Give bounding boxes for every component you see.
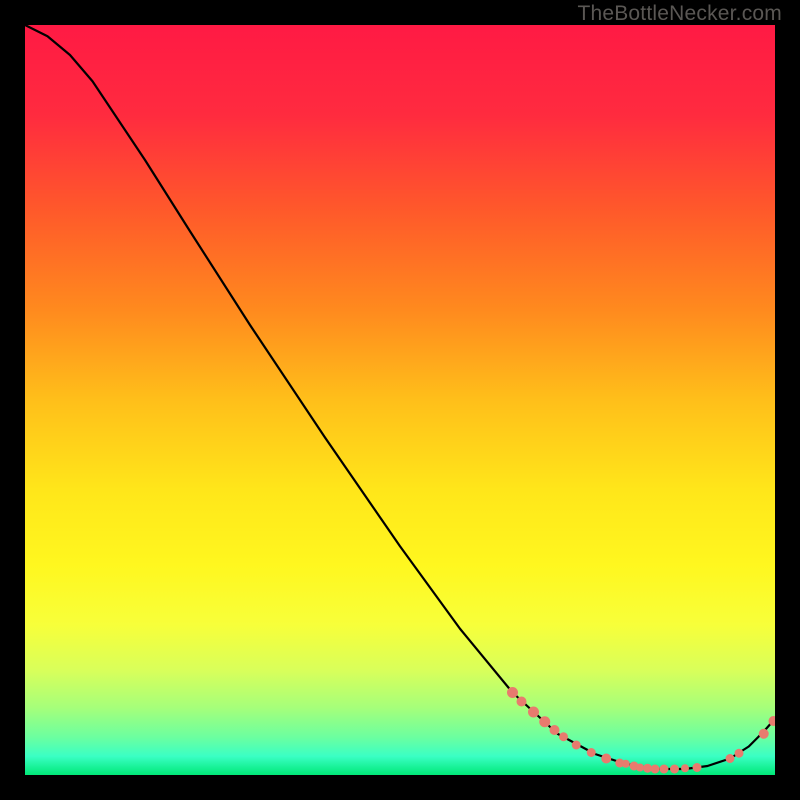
data-marker	[726, 754, 735, 763]
watermark-text: TheBottleNecker.com	[577, 2, 782, 26]
data-marker	[660, 765, 669, 774]
data-marker	[559, 732, 568, 741]
bottleneck-chart	[25, 25, 775, 775]
data-marker	[550, 725, 560, 735]
data-marker	[507, 687, 518, 698]
data-marker	[539, 716, 550, 727]
data-marker	[759, 729, 769, 739]
data-marker	[636, 764, 644, 772]
data-marker	[517, 697, 527, 707]
chart-background	[25, 25, 775, 775]
data-marker	[572, 741, 581, 750]
data-marker	[735, 749, 744, 758]
data-marker	[587, 748, 596, 757]
data-marker	[670, 765, 679, 774]
data-marker	[693, 763, 702, 772]
chart-plot-area	[25, 25, 775, 775]
data-marker	[651, 765, 660, 774]
data-marker	[681, 764, 689, 772]
data-marker	[601, 754, 611, 764]
data-marker	[528, 707, 539, 718]
data-marker	[622, 760, 630, 768]
